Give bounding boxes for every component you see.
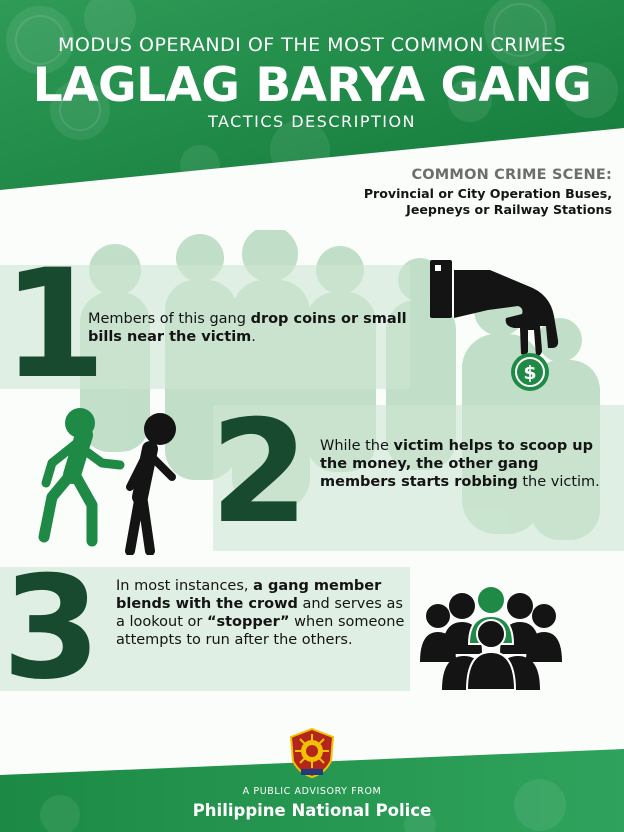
step-1-text: Members of this gang drop coins or small… <box>88 310 408 346</box>
step-2-number: 2 <box>210 390 309 555</box>
header-background <box>0 0 624 200</box>
hand-dropping-coin-icon: $ <box>430 260 559 391</box>
crime-scene-line-1: Provincial or City Operation Buses, <box>363 186 612 201</box>
crowd-icon <box>420 585 562 691</box>
step-1-number: 1 <box>2 238 107 412</box>
crime-scene-text: Provincial or City Operation Buses, Jeep… <box>364 186 612 218</box>
step-1-segment: . <box>251 329 256 345</box>
step-2-segment: While the <box>320 438 394 454</box>
people-walking-icon <box>38 408 176 555</box>
crime-scene-heading: COMMON CRIME SCENE: <box>411 167 612 183</box>
step-2-segment: the victim. <box>517 474 600 490</box>
police-seal-icon <box>289 727 335 779</box>
step-1-band <box>0 265 410 389</box>
footer-background <box>0 749 624 832</box>
step-3-number: 3 <box>2 546 101 711</box>
step-2-band <box>213 405 624 551</box>
step-3-segment: In most instances, <box>116 578 254 594</box>
step-3-band <box>0 567 410 691</box>
header-pretitle: MODUS OPERANDI OF THE MOST COMMON CRIMES <box>58 34 566 56</box>
step-3-segment: and serves as a lookout or <box>116 596 403 630</box>
advisory-label: A PUBLIC ADVISORY FROM <box>242 786 382 797</box>
page-title: LAGLAG BARYA GANG <box>32 58 592 113</box>
coin-symbol: $ <box>523 362 536 384</box>
step-3-segment: a gang member blends with the crowd <box>116 578 382 612</box>
header-subtitle: TACTICS DESCRIPTION <box>207 112 417 131</box>
step-1-segment: drop coins or small bills near the victi… <box>88 311 407 345</box>
agency-name: Philippine National Police <box>192 801 432 820</box>
crime-scene-box: COMMON CRIME SCENE: Provincial or City O… <box>364 167 612 218</box>
step-3-segment: when someone attempts to run after the o… <box>116 614 405 648</box>
step-3-segment: “stopper” <box>206 614 290 630</box>
step-2-segment: victim helps to scoop up the money, the … <box>320 438 594 490</box>
step-3-text: In most instances, a gang member blends … <box>116 577 406 649</box>
step-1-segment: Members of this gang <box>88 311 251 327</box>
crime-scene-line-2: Jeepneys or Railway Stations <box>406 202 612 217</box>
step-2-text: While the victim helps to scoop up the m… <box>320 437 610 491</box>
